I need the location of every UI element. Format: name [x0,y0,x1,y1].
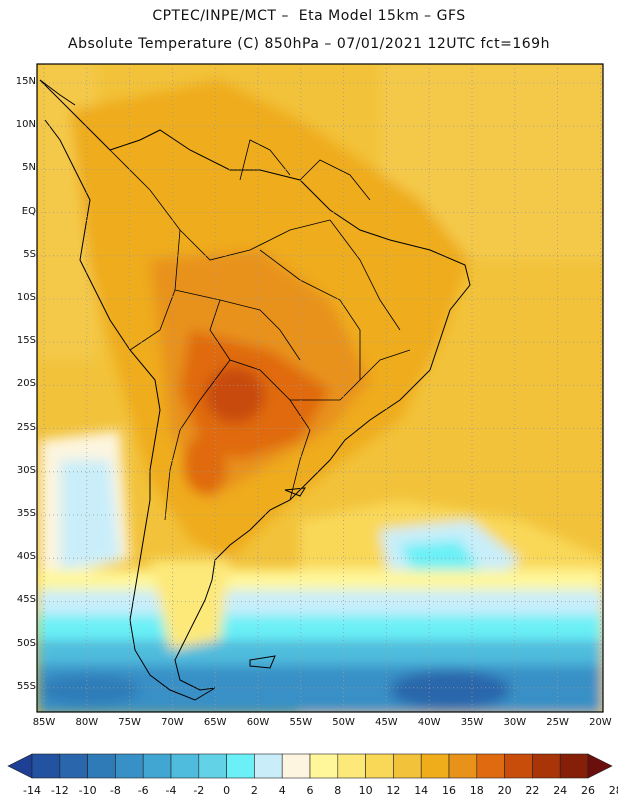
colorbar-tick-label: -4 [165,784,177,797]
colorbar-swatch [393,753,422,779]
colorbar-swatch [142,753,172,779]
colorbar-tick-label: 24 [553,784,568,797]
colorbar-swatch [31,753,61,779]
colorbar-tick-label: -10 [78,784,97,797]
colorbar-tick-label: 6 [306,784,314,797]
longitude-label: 35W [460,717,484,728]
latitude-label: 30S [16,464,36,476]
latitude-label: 5N [22,162,36,174]
colorbar-tick-label: 12 [386,784,401,797]
latitude-label: 40S [16,551,36,563]
longitude-label: 45W [375,717,398,728]
latitude-label: 50S [16,637,36,649]
colorbar-tick-label: -14 [23,784,41,797]
temperature-field [37,64,603,712]
colorbar-tick-label: 22 [525,784,540,797]
colorbar-swatch [309,753,339,779]
colorbar-tick-label: 14 [414,784,429,797]
longitude-label: 75W [118,717,141,728]
colorbar-tick-label: 0 [223,784,231,797]
colorbar-swatch [532,753,561,779]
latitude-label: 55S [16,680,36,692]
colorbar-tick-label: 16 [442,784,456,797]
country-borders [109,139,411,521]
longitude-label: 25W [546,717,569,728]
latitude-label: 10S [16,292,36,303]
latitude-label: 15N [15,76,36,87]
colorbar-swatch [365,753,394,779]
colorbar-swatch [198,753,227,779]
colorbar-swatch [170,753,200,779]
colorbar-swatch [504,753,533,779]
colorbar-swatch [420,753,450,779]
coastline [39,79,471,701]
colorbar-swatch [115,753,144,779]
colorbar-swatch [281,753,311,779]
latitude-label: 35S [16,508,36,519]
latitude-label: EQ [21,205,36,217]
colorbar-tick-label: -2 [193,784,205,797]
longitude-label: 60W [246,717,270,728]
longitude-label: 85W [32,717,56,728]
colorbar [7,753,613,779]
colorbar-tick-label: 4 [278,784,286,797]
longitude-label: 80W [75,717,99,728]
colorbar-tick-label: -8 [109,784,121,797]
colorbar-swatch [337,753,366,779]
field-title: Absolute Temperature (C) 850hPa – 07/01/… [68,36,550,52]
longitude-label: 65W [203,717,227,728]
colorbar-swatch [254,753,283,779]
colorbar-swatch [448,753,478,779]
longitude-label: 40W [417,717,441,728]
colorbar-swatch [559,753,589,779]
colorbar-swatch [59,753,88,779]
colorbar-tick-label: 10 [358,784,373,797]
colorbar-tick-label: 28 [608,784,618,797]
longitude-label: 50W [332,717,355,728]
map-frame [36,63,604,713]
latitude-label: 5S [23,248,36,260]
longitude-label: 70W [161,717,184,728]
colorbar-high-arrow [587,753,613,779]
colorbar-swatch [476,753,505,779]
longitude-label: 20W [589,717,612,728]
colorbar-tick-label: 2 [250,784,258,797]
colorbar-swatch [87,753,116,779]
model-title: CPTEC/INPE/MCT – Eta Model 15km – GFS [152,8,466,24]
colorbar-tick-label: 18 [469,784,484,797]
colorbar-tick-label: 20 [497,784,512,797]
colorbar-tick-label: -6 [137,784,149,797]
latitude-label: 25S [16,421,36,433]
colorbar-swatch [226,753,255,779]
colorbar-tick-label: 8 [334,784,342,797]
latitude-label: 15S [16,335,36,347]
latitude-label: 45S [16,594,36,606]
longitude-label: 30W [503,717,527,728]
latitude-label: 10N [15,119,36,131]
graticule [37,64,603,712]
latitude-label: 20S [16,378,36,390]
colorbar-tick-label: -12 [50,784,69,797]
colorbar-low-arrow [7,753,33,779]
colorbar-tick-label: 26 [581,784,595,797]
longitude-label: 55W [289,717,313,728]
